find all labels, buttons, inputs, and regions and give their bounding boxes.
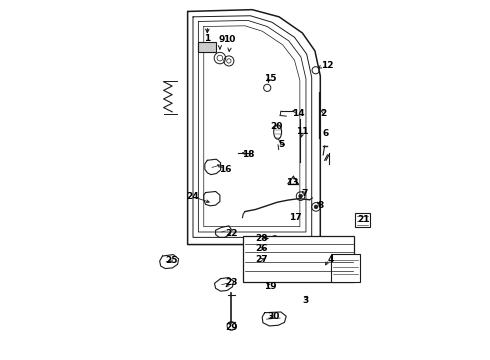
Text: 3: 3: [303, 296, 309, 305]
Text: 9: 9: [219, 35, 225, 44]
Text: 19: 19: [264, 282, 276, 291]
Text: 10: 10: [223, 35, 236, 44]
Text: 4: 4: [327, 255, 334, 264]
Bar: [243, 235, 354, 282]
Text: 25: 25: [165, 256, 178, 265]
Text: 22: 22: [225, 229, 238, 238]
Text: 29: 29: [225, 323, 238, 332]
Text: 6: 6: [323, 129, 329, 138]
Circle shape: [299, 194, 302, 198]
Text: 23: 23: [225, 278, 238, 287]
Text: 11: 11: [296, 127, 309, 136]
Text: 28: 28: [256, 234, 268, 243]
Text: 1: 1: [204, 34, 211, 43]
Text: 7: 7: [301, 189, 308, 198]
Text: 8: 8: [317, 201, 323, 210]
Text: 12: 12: [321, 62, 334, 71]
Text: 30: 30: [268, 312, 280, 321]
Text: 17: 17: [289, 213, 301, 222]
Bar: [197, 42, 216, 52]
Text: 27: 27: [256, 255, 268, 264]
Text: 14: 14: [293, 109, 305, 118]
Text: 24: 24: [187, 192, 199, 201]
Text: 13: 13: [287, 178, 299, 187]
Text: 16: 16: [219, 165, 232, 174]
Circle shape: [314, 205, 318, 209]
Text: 2: 2: [320, 109, 326, 118]
Text: 5: 5: [278, 140, 284, 149]
Bar: [331, 253, 360, 282]
Text: 18: 18: [243, 150, 255, 159]
Text: 26: 26: [256, 244, 268, 253]
Bar: [355, 213, 370, 227]
Text: 15: 15: [264, 75, 276, 84]
Text: 21: 21: [357, 215, 369, 224]
Text: 20: 20: [270, 122, 283, 131]
